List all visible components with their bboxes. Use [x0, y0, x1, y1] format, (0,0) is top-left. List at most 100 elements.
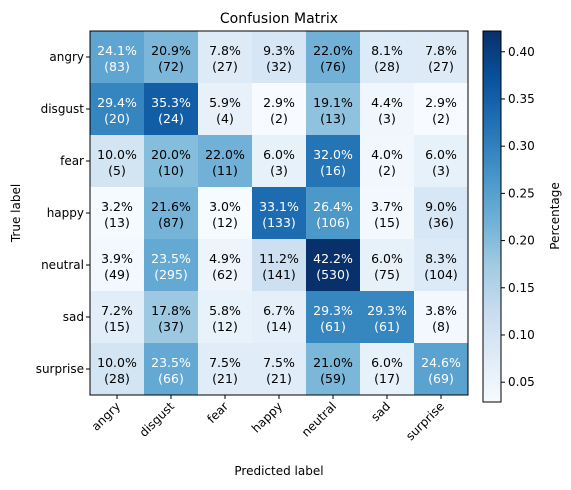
- heatmap-cell: [306, 239, 361, 292]
- cell-count-label: (49): [104, 267, 130, 282]
- cell-count-label: (133): [262, 215, 296, 230]
- heatmap-cell: [198, 135, 253, 188]
- cell-count-label: (28): [104, 371, 130, 386]
- x-tick-label: fear: [204, 399, 231, 426]
- cell-count-label: (62): [212, 267, 238, 282]
- cell-count-label: (69): [428, 371, 454, 386]
- colorbar-tick-label: 0.30: [508, 139, 535, 153]
- cell-count-label: (8): [432, 319, 450, 334]
- heatmap-cells: [90, 31, 469, 396]
- heatmap-cell: [306, 187, 361, 240]
- colorbar-ticks: 0.05 0.10 0.15 0.20 0.25 0.30 0.35 0.40: [501, 45, 535, 389]
- heatmap-cell: [360, 187, 415, 240]
- cell-percent-label: 23.5%: [151, 355, 191, 370]
- heatmap-cell: [306, 83, 361, 136]
- cell-percent-label: 29.3%: [313, 303, 353, 318]
- heatmap-cell: [90, 31, 145, 84]
- heatmap-cell: [90, 291, 145, 344]
- heatmap-cell: [252, 187, 307, 240]
- cell-percent-label: 33.1%: [259, 199, 299, 214]
- cell-percent-label: 2.9%: [425, 95, 457, 110]
- heatmap-cell: [252, 291, 307, 344]
- cell-count-label: (5): [108, 163, 126, 178]
- cell-percent-label: 19.1%: [313, 95, 353, 110]
- cell-count-label: (2): [270, 111, 288, 126]
- cell-count-label: (28): [374, 59, 400, 74]
- heatmap-cell: [360, 31, 415, 84]
- heatmap-cell: [198, 83, 253, 136]
- cell-percent-label: 29.4%: [97, 95, 137, 110]
- heatmap-cell: [360, 343, 415, 396]
- heatmap-cell: [252, 343, 307, 396]
- x-tick-label: disgust: [137, 399, 178, 440]
- cell-percent-label: 5.9%: [209, 95, 241, 110]
- heatmap-cell: [198, 239, 253, 292]
- cell-percent-label: 24.1%: [97, 43, 137, 58]
- cell-percent-label: 4.0%: [371, 147, 403, 162]
- cell-percent-label: 20.0%: [151, 147, 191, 162]
- heatmap-cell-labels: 24.1%(83)20.9%(72)7.8%(27)9.3%(32)22.0%(…: [97, 43, 461, 386]
- heatmap-cell: [414, 343, 469, 396]
- cell-count-label: (12): [212, 215, 238, 230]
- x-tick-label: surprise: [403, 399, 447, 443]
- cell-count-label: (72): [158, 59, 184, 74]
- cell-percent-label: 22.0%: [205, 147, 245, 162]
- y-tick-label: fear: [60, 154, 84, 168]
- colorbar-tick-label: 0.40: [508, 45, 535, 59]
- x-tick-label: angry: [89, 399, 123, 433]
- colorbar-tick-label: 0.15: [508, 281, 535, 295]
- cell-percent-label: 21.6%: [151, 199, 191, 214]
- cell-count-label: (295): [154, 267, 188, 282]
- cell-count-label: (2): [378, 163, 396, 178]
- cell-percent-label: 3.7%: [371, 199, 403, 214]
- cell-count-label: (15): [374, 215, 400, 230]
- cell-percent-label: 7.8%: [209, 43, 241, 58]
- cell-count-label: (24): [158, 111, 184, 126]
- cell-percent-label: 6.0%: [263, 147, 295, 162]
- heatmap-cell: [144, 187, 199, 240]
- heatmap-cell: [252, 83, 307, 136]
- cell-count-label: (10): [158, 163, 184, 178]
- heatmap-cell: [414, 239, 469, 292]
- colorbar-label: Percentage: [548, 182, 562, 250]
- cell-percent-label: 9.0%: [425, 199, 457, 214]
- cell-percent-label: 29.3%: [367, 303, 407, 318]
- cell-count-label: (21): [266, 371, 292, 386]
- cell-percent-label: 3.2%: [101, 199, 133, 214]
- cell-percent-label: 32.0%: [313, 147, 353, 162]
- heatmap-cell: [414, 135, 469, 188]
- cell-percent-label: 7.8%: [425, 43, 457, 58]
- heatmap-cell: [144, 31, 199, 84]
- cell-count-label: (61): [374, 319, 400, 334]
- heatmap-cell: [252, 31, 307, 84]
- cell-percent-label: 4.9%: [209, 251, 241, 266]
- cell-percent-label: 6.0%: [425, 147, 457, 162]
- x-tick-label: happy: [249, 399, 285, 435]
- cell-percent-label: 7.5%: [209, 355, 241, 370]
- cell-count-label: (4): [216, 111, 234, 126]
- cell-count-label: (27): [212, 59, 238, 74]
- cell-count-label: (61): [320, 319, 346, 334]
- colorbar-tick-label: 0.10: [508, 328, 535, 342]
- y-tick-label: angry: [49, 50, 84, 64]
- heatmap-cell: [414, 291, 469, 344]
- heatmap-cell: [90, 135, 145, 188]
- cell-count-label: (104): [424, 267, 458, 282]
- cell-percent-label: 23.5%: [151, 251, 191, 266]
- cell-count-label: (32): [266, 59, 292, 74]
- cell-count-label: (13): [320, 111, 346, 126]
- cell-count-label: (36): [428, 215, 454, 230]
- cell-count-label: (530): [316, 267, 350, 282]
- cell-percent-label: 21.0%: [313, 355, 353, 370]
- cell-count-label: (2): [432, 111, 450, 126]
- cell-count-label: (3): [432, 163, 450, 178]
- cell-count-label: (27): [428, 59, 454, 74]
- heatmap-cell: [306, 31, 361, 84]
- heatmap-cell: [198, 31, 253, 84]
- cell-count-label: (17): [374, 371, 400, 386]
- cell-percent-label: 24.6%: [421, 355, 461, 370]
- cell-percent-label: 6.0%: [371, 251, 403, 266]
- heatmap-cell: [360, 83, 415, 136]
- cell-count-label: (76): [320, 59, 346, 74]
